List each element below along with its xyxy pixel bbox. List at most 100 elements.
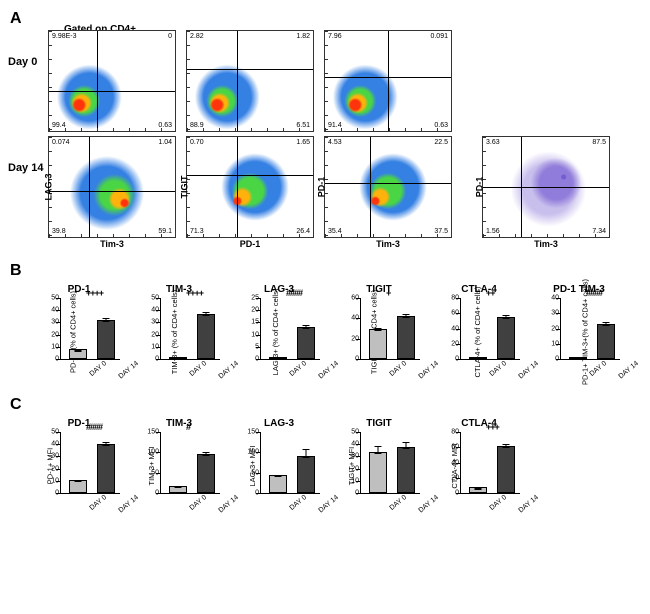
quadrant-value: 87.5 [591,139,607,146]
quadrant-value: 22.5 [433,139,449,146]
ytick-label: 25 [251,295,261,302]
chart-title: CTLA-4 [434,418,524,429]
ytick-label: 20 [151,331,161,338]
bar-day0 [169,357,187,359]
ytick-label: 60 [351,295,361,302]
bar-day0 [469,357,487,359]
ytick-label: 40 [51,441,61,448]
chart-title: PD-1 [34,284,124,295]
ytick-label: 40 [351,441,361,448]
bar-day14 [297,456,315,493]
ytick-label: 80 [451,429,461,436]
ytick-label: 5 [255,343,261,350]
bar-day0 [469,487,487,493]
ytick-label: 30 [51,319,61,326]
quadrant-value: 3.63 [485,139,501,146]
bar-chart: TIGITTIGIT+ MFI01020304050DAY 0DAY 14 [334,420,424,512]
ytick-label: 10 [151,343,161,350]
ytick-label: 30 [151,319,161,326]
quadrant-value: 0.091 [429,33,449,40]
chart-title: TIM-3 [134,284,224,295]
ytick-label: 50 [151,469,161,476]
xtick-label: DAY 0 [589,360,609,378]
bar-day0 [69,349,87,359]
ytick-label: 40 [451,459,461,466]
flow-plot: 0.701.6571.326.4TIGITPD-1 [186,136,314,238]
ytick-label: 150 [247,429,261,436]
bar-chart: LAG-3LAG-3+ (% of CD4+ cells)0510152025#… [234,286,324,378]
bar-chart: TIM-3TIM-3+ (% of CD4+ cells)01020304050… [134,286,224,378]
ytick-label: 20 [51,331,61,338]
flow-plot: 3.6387.51.567.34PD-1Tim-3 [482,136,610,238]
bar-day14 [597,324,615,359]
flow-y-axis: PD-1 [316,177,326,198]
chart-title: TIM-3 [134,418,224,429]
ytick-label: 80 [451,295,461,302]
ytick-label: 50 [51,295,61,302]
quadrant-value: 0.70 [189,139,205,146]
bar-day0 [569,357,587,359]
flow-y-axis: TIGIT [180,176,190,199]
chart-title: TIGIT [334,418,424,429]
bar-chart: CTLA-4CTLA-4+ MFI020406080+++DAY 0DAY 14 [434,420,524,512]
quadrant-value: 0 [167,33,173,40]
flow-x-axis: Tim-3 [100,239,124,249]
significance-marker: # [186,422,190,432]
ytick-label: 100 [247,449,261,456]
quadrant-value: 2.82 [189,33,205,40]
quadrant-value: 4.53 [327,139,343,146]
flow-x-axis: PD-1 [240,239,261,249]
ytick-label: 50 [251,469,261,476]
ytick-label: 20 [51,465,61,472]
ytick-label: 30 [351,453,361,460]
xtick-label: DAY 14 [617,360,639,380]
flow-y-axis: LAG-3 [44,174,54,201]
ytick-label: 10 [51,343,61,350]
chart-title: PD-1 TIM-3 [534,284,624,295]
ytick-label: 30 [551,310,561,317]
day-label: Day 0 [8,56,48,132]
ytick-label: 40 [451,325,461,332]
chart-title: TIGIT [334,284,424,295]
bar-day14 [397,316,415,359]
bar-day14 [497,446,515,493]
bar-day0 [369,452,387,493]
bar-day0 [169,486,187,493]
ytick-label: 10 [551,340,561,347]
bar-chart: LAG-3LAG-3+ MFI050100150DAY 0DAY 14 [234,420,324,512]
bar-chart: PD-1 TIM-3PD-1+ TIM-3+(% of CD4+ cells)0… [534,286,624,378]
xtick-label: DAY 0 [89,360,109,378]
day-label: Day 14 [8,162,48,238]
xtick-label: DAY 0 [489,494,509,512]
ytick-label: 150 [147,429,161,436]
quadrant-value: 1.65 [295,139,311,146]
ytick-label: 40 [151,307,161,314]
significance-marker: ++++ [186,288,203,298]
bar-day0 [369,329,387,360]
significance-marker: #### [586,288,602,298]
ytick-label: 40 [551,295,561,302]
flow-plot: 0.0741.0439.859.1LAG-3Tim-3 [48,136,176,238]
quadrant-value: 1.04 [157,139,173,146]
ytick-label: 20 [351,465,361,472]
xtick-label: DAY 0 [389,360,409,378]
bar-chart: CTLA-4CTLA-4+ (% of CD4+ cells)020406080… [434,286,524,378]
bar-day14 [197,314,215,359]
bar-chart: PD-1PD-1+ (% of CD4+ cells)01020304050++… [34,286,124,378]
ytick-label: 20 [451,474,461,481]
ytick-label: 40 [51,307,61,314]
chart-title: PD-1 [34,418,124,429]
flow-y-axis: PD-1 [474,177,484,198]
flow-plot: 2.821.8288.96.51 [186,30,314,132]
quadrant-value: 0.074 [51,139,71,146]
quadrant-value: 7.96 [327,33,343,40]
significance-marker: + [386,288,390,298]
significance-marker: ++ [486,288,495,298]
ytick-label: 10 [51,477,61,484]
panel-c: PD-1PD-1+ MFI01020304050####DAY 0DAY 14T… [34,420,642,512]
ytick-label: 50 [351,429,361,436]
xtick-label: DAY 0 [489,360,509,378]
bar-day14 [97,444,115,493]
significance-marker: ++++ [86,288,103,298]
significance-marker: #### [86,422,102,432]
